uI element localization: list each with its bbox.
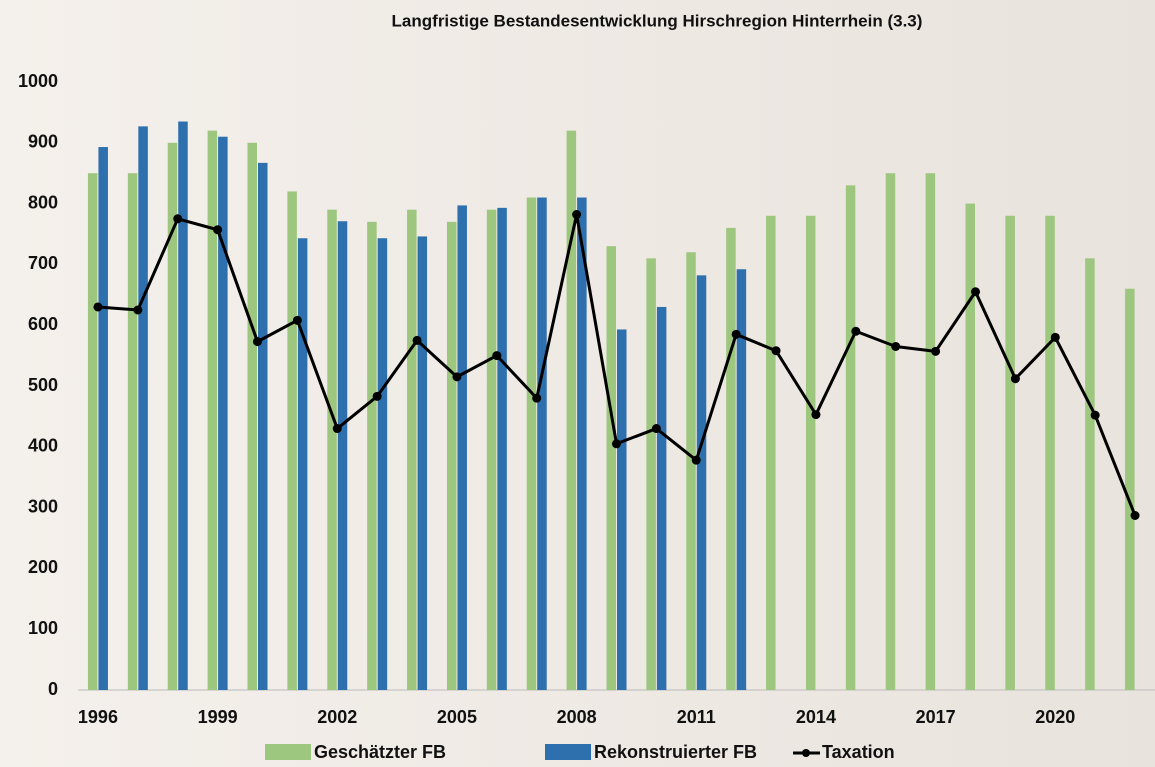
bar — [297, 238, 308, 691]
marker — [691, 455, 701, 465]
marker — [532, 393, 542, 403]
bar — [486, 209, 497, 690]
bar — [965, 203, 975, 690]
bar — [337, 221, 348, 690]
x-tick-label: 2011 — [677, 707, 716, 727]
bar — [805, 215, 816, 690]
bar — [218, 136, 228, 691]
y-tick-label: 100 — [28, 618, 58, 638]
marker — [651, 424, 661, 434]
bar — [845, 185, 856, 691]
bar — [178, 121, 188, 690]
bar — [566, 130, 577, 690]
marker — [372, 391, 382, 401]
marker — [412, 335, 422, 345]
bar — [617, 329, 627, 690]
bar — [247, 142, 257, 691]
bar — [417, 236, 428, 690]
bar — [1045, 215, 1055, 690]
marker — [931, 346, 941, 356]
bar — [696, 275, 707, 690]
y-tick-label: 1000 — [18, 71, 58, 91]
bar — [497, 207, 507, 690]
bar — [446, 221, 457, 690]
y-tick-label: 600 — [28, 314, 58, 334]
bar — [1125, 288, 1135, 690]
y-tick-label: 200 — [28, 557, 58, 577]
bar — [526, 197, 537, 690]
y-tick-label: 700 — [28, 253, 58, 273]
marker — [971, 287, 980, 297]
marker — [771, 346, 781, 356]
marker — [1130, 511, 1140, 521]
bar — [1005, 215, 1015, 690]
marker — [612, 439, 621, 449]
marker — [492, 351, 502, 361]
marker — [292, 315, 302, 325]
bar — [577, 197, 587, 690]
legend-label: Taxation — [822, 742, 895, 762]
bar — [258, 162, 268, 690]
y-tick-label: 0 — [48, 679, 58, 699]
bar — [127, 173, 138, 690]
y-tick-label: 400 — [28, 436, 58, 456]
bar — [736, 269, 747, 690]
y-tick-label: 300 — [28, 496, 58, 516]
marker — [1090, 410, 1100, 420]
legend-swatch — [802, 749, 810, 757]
legend-swatch — [545, 744, 591, 760]
x-tick-label: 2005 — [437, 707, 477, 727]
bar — [766, 215, 776, 690]
marker — [731, 329, 741, 339]
x-tick-label: 2002 — [317, 707, 357, 727]
bar — [885, 173, 896, 690]
marker — [1050, 332, 1060, 342]
bar — [327, 209, 337, 690]
marker — [253, 337, 262, 347]
marker — [133, 305, 143, 315]
chart-title: Langfristige Bestandesentwicklung Hirsch… — [392, 11, 923, 30]
marker — [452, 372, 462, 382]
bar — [207, 130, 218, 690]
marker — [173, 214, 183, 224]
y-tick-label: 800 — [28, 192, 58, 212]
bar — [167, 142, 178, 691]
legend-label: Rekonstruierter FB — [594, 742, 757, 762]
bar — [1085, 258, 1095, 690]
legend-swatch — [265, 744, 311, 760]
bar — [87, 173, 98, 690]
x-tick-label: 2014 — [796, 707, 836, 727]
marker — [811, 410, 821, 420]
bar — [138, 126, 148, 690]
bar — [377, 238, 388, 691]
bar — [646, 258, 656, 690]
bar — [367, 221, 377, 690]
marker — [332, 424, 342, 434]
bar — [287, 191, 297, 690]
x-tick-label: 2020 — [1035, 707, 1075, 727]
legend-label: Geschätzter FB — [314, 742, 446, 762]
bar — [457, 205, 467, 690]
y-tick-label: 500 — [28, 375, 58, 395]
x-tick-label: 1996 — [78, 707, 118, 727]
bar — [925, 173, 936, 690]
bar — [537, 197, 547, 690]
marker — [851, 326, 861, 336]
marker — [891, 341, 901, 351]
marker — [572, 210, 582, 220]
x-tick-label: 1999 — [198, 707, 238, 727]
y-tick-label: 900 — [28, 132, 58, 152]
bar — [606, 246, 616, 690]
bar — [98, 147, 108, 690]
x-tick-label: 2017 — [916, 707, 956, 727]
bar — [656, 306, 667, 690]
bar — [407, 209, 417, 690]
marker — [1010, 374, 1020, 384]
marker — [213, 225, 223, 235]
x-tick-label: 2008 — [557, 707, 597, 727]
bar — [686, 252, 696, 691]
bar — [726, 227, 736, 691]
marker — [93, 302, 103, 312]
